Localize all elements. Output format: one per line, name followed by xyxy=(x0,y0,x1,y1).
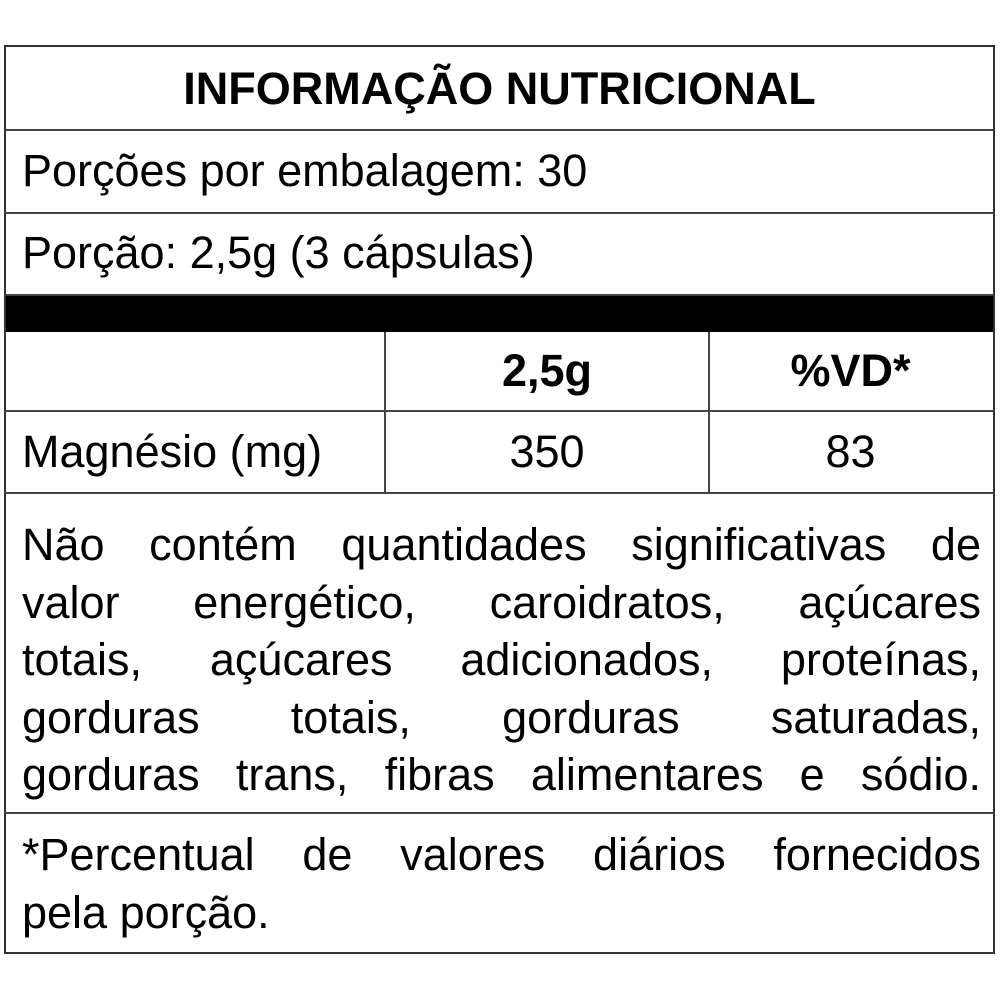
header-amount: 2,5g xyxy=(386,332,710,410)
black-divider-bar xyxy=(6,296,993,332)
nutrient-name: Magnésio (mg) xyxy=(6,412,386,492)
servings-per-package: Porções por embalagem: 30 xyxy=(6,131,993,214)
table-title: INFORMAÇÃO NUTRICIONAL xyxy=(6,47,993,131)
header-daily-value: %VD* xyxy=(790,345,911,396)
disclaimer-line: Não contém quantidades significativas de xyxy=(22,519,981,570)
header-nutrient xyxy=(6,332,386,410)
table-row: Magnésio (mg) 350 83 xyxy=(6,412,993,494)
disclaimer-line: totais, açúcares adicionados, proteínas, xyxy=(22,634,981,685)
serving-size: Porção: 2,5g (3 cápsulas) xyxy=(6,214,993,296)
nutrient-daily-value: 83 xyxy=(825,426,876,477)
nutrition-facts-table: INFORMAÇÃO NUTRICIONAL Porções por embal… xyxy=(4,45,995,954)
disclaimer-line: gorduras trans, fibras alimentares e sód… xyxy=(22,749,981,800)
footnote-line: *Percentual de valores diários fornecido… xyxy=(22,829,981,880)
table-header-row: 2,5g %VD* xyxy=(6,332,993,412)
footnote: *Percentual de valores diários fornecido… xyxy=(6,814,993,952)
nutrient-amount: 350 xyxy=(386,412,710,492)
disclaimer-line: valor energético, caroidratos, açúcares xyxy=(22,576,981,628)
footnote-line: pela porção. xyxy=(22,886,270,938)
disclaimer-text: Não contém quantidades significativas de… xyxy=(6,494,993,814)
disclaimer-line: gorduras totais, gorduras saturadas, xyxy=(22,691,981,743)
